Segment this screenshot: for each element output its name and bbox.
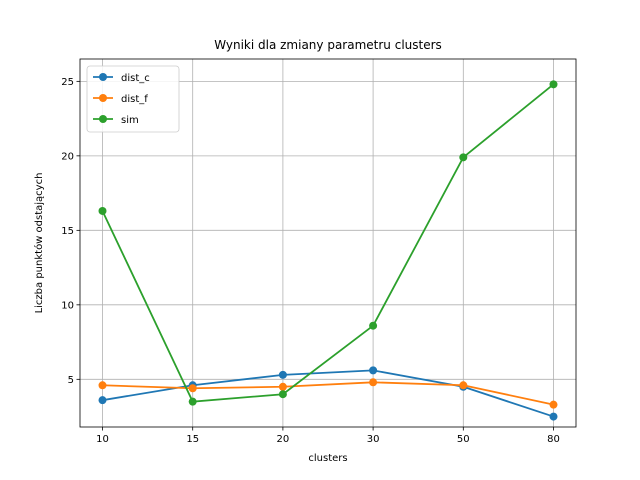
x-tick-label: 20 — [277, 434, 290, 445]
x-axis: 10 15 20 30 50 80 — [96, 427, 560, 445]
data-point — [369, 321, 378, 330]
y-tick-label: 20 — [61, 151, 74, 162]
legend-label: sim — [121, 115, 139, 126]
legend-label: dist_c — [121, 73, 150, 84]
data-point — [549, 80, 558, 89]
data-point — [459, 381, 468, 390]
y-axis: 5 10 15 20 25 — [61, 77, 80, 386]
x-tick-label: 10 — [96, 434, 109, 445]
chart-title: Wyniki dla zmiany parametru clusters — [214, 38, 442, 52]
series-layer — [98, 80, 558, 421]
data-point — [98, 381, 107, 390]
data-point — [98, 206, 107, 215]
x-tick-label: 80 — [547, 434, 560, 445]
x-axis-label: clusters — [308, 453, 347, 464]
data-point — [98, 396, 107, 405]
legend-label: dist_f — [121, 94, 148, 105]
legend-item-dist-c: dist_c — [93, 73, 150, 84]
x-tick-label: 50 — [457, 434, 470, 445]
legend-box — [86, 65, 180, 133]
y-axis-label: Liczba punktów odstających — [33, 173, 45, 314]
data-point — [188, 397, 197, 406]
data-point — [278, 370, 287, 379]
x-tick-label: 15 — [186, 434, 199, 445]
data-point — [188, 384, 197, 393]
legend-marker — [99, 94, 107, 102]
legend-item-dist-f: dist_f — [93, 94, 148, 105]
series-sim — [98, 80, 558, 406]
grid-lines — [80, 59, 576, 427]
data-point — [369, 378, 378, 387]
y-tick-label: 5 — [68, 375, 74, 386]
y-tick-label: 15 — [61, 226, 74, 237]
data-point — [369, 366, 378, 375]
data-point — [549, 412, 558, 421]
series-dist-f — [98, 378, 558, 409]
series-line — [101, 83, 555, 403]
data-point — [459, 153, 468, 162]
data-point — [278, 390, 287, 399]
y-tick-label: 25 — [61, 77, 74, 88]
y-tick-label: 10 — [61, 300, 74, 311]
legend-item-sim: sim — [93, 115, 139, 126]
legend-marker — [99, 73, 107, 81]
data-point — [278, 382, 287, 391]
data-point — [549, 400, 558, 409]
series-line — [102, 381, 554, 406]
x-tick-label: 30 — [367, 434, 380, 445]
plot-frame — [79, 58, 577, 428]
legend-marker — [99, 115, 107, 123]
